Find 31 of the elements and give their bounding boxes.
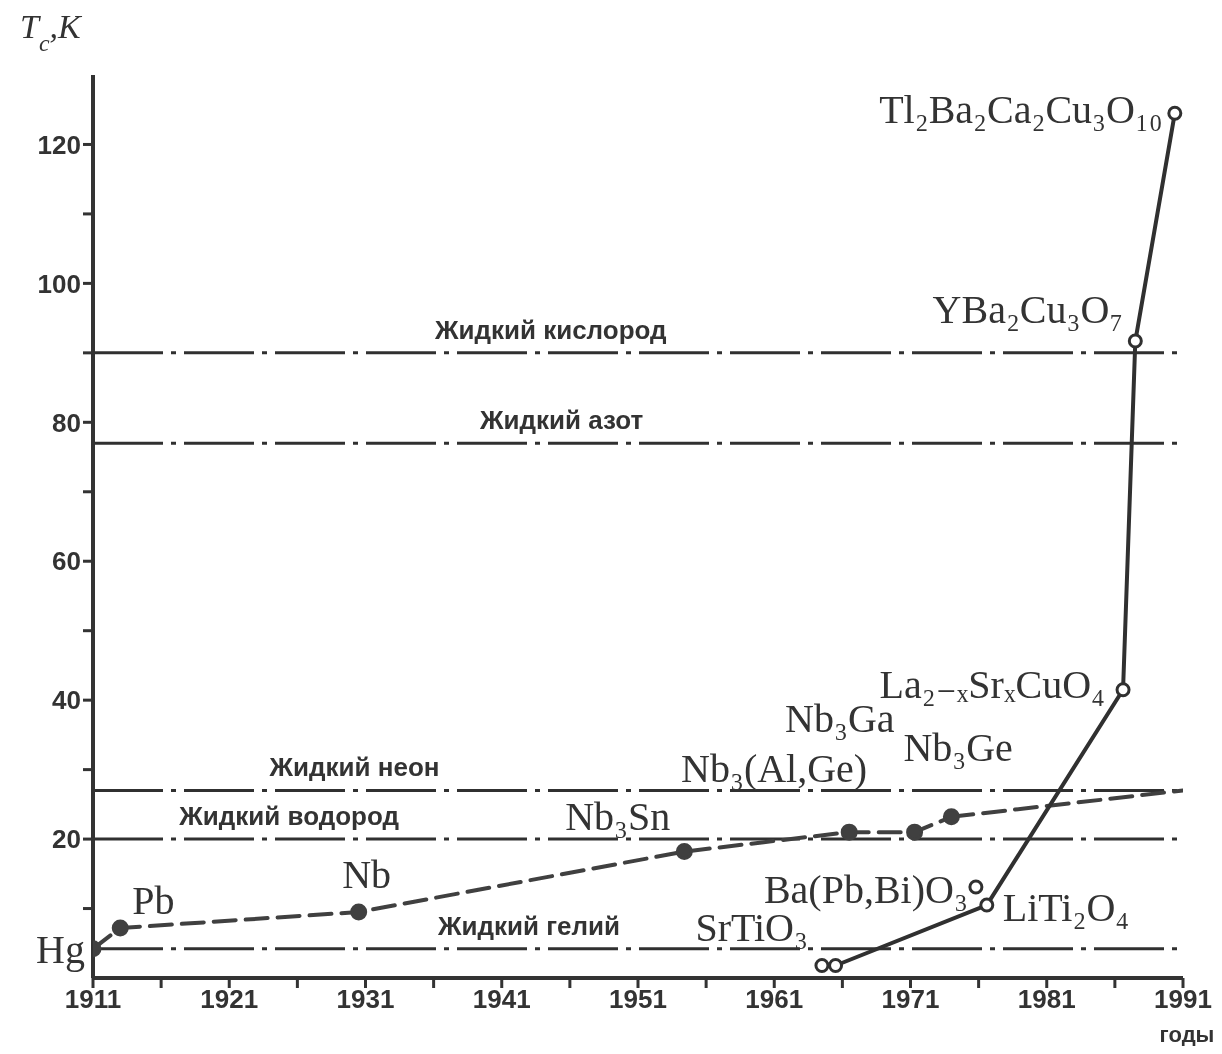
x-tick-label: 1911 [64,984,122,1015]
annotation: LiTi₂O₄ [1002,885,1130,931]
annotation: Nb₃(Al,Ge) [681,746,868,792]
y-axis-title: T$_{c}$,K [20,8,83,56]
x-tick-label: 1931 [336,984,395,1015]
annotation: YBa₂Cu₃O₇ [932,287,1124,333]
y-tick-label: 80 [52,407,81,438]
y-tick-label: 60 [52,546,81,577]
annotation: Nb [342,852,392,898]
ref-line-label: Жидкий водород [178,801,400,832]
annotation: Tl₂Ba₂Ca₂Cu₃O₁₀ [879,87,1163,133]
x-tick-label: 1921 [200,984,259,1015]
x-tick-label: 1951 [609,984,667,1015]
y-tick-label: 120 [37,129,81,160]
ref-line-label: Жидкий гелий [437,910,620,941]
x-tick-label: 1981 [1017,984,1076,1015]
ref-line-label: Жидкий кислород [433,314,668,345]
y-tick-label: 20 [52,824,81,855]
ref-line-label: Жидкий азот [479,405,644,436]
x-tick-label: 1971 [881,984,940,1015]
y-tick-label: 100 [37,268,81,299]
ref-line-label: Жидкий неон [268,752,440,783]
annotation: Hg [36,926,85,972]
x-tick-label: 1941 [472,984,531,1015]
x-axis-title: годы [1159,1022,1215,1047]
y-tick-label: 40 [52,685,81,716]
x-tick-label: 1991 [1154,984,1212,1015]
annotation: Nb₃Sn [565,793,671,839]
annotation: Pb [132,877,175,923]
annotation: Nb₃Ge [903,724,1013,770]
x-tick-label: 1961 [745,984,804,1015]
